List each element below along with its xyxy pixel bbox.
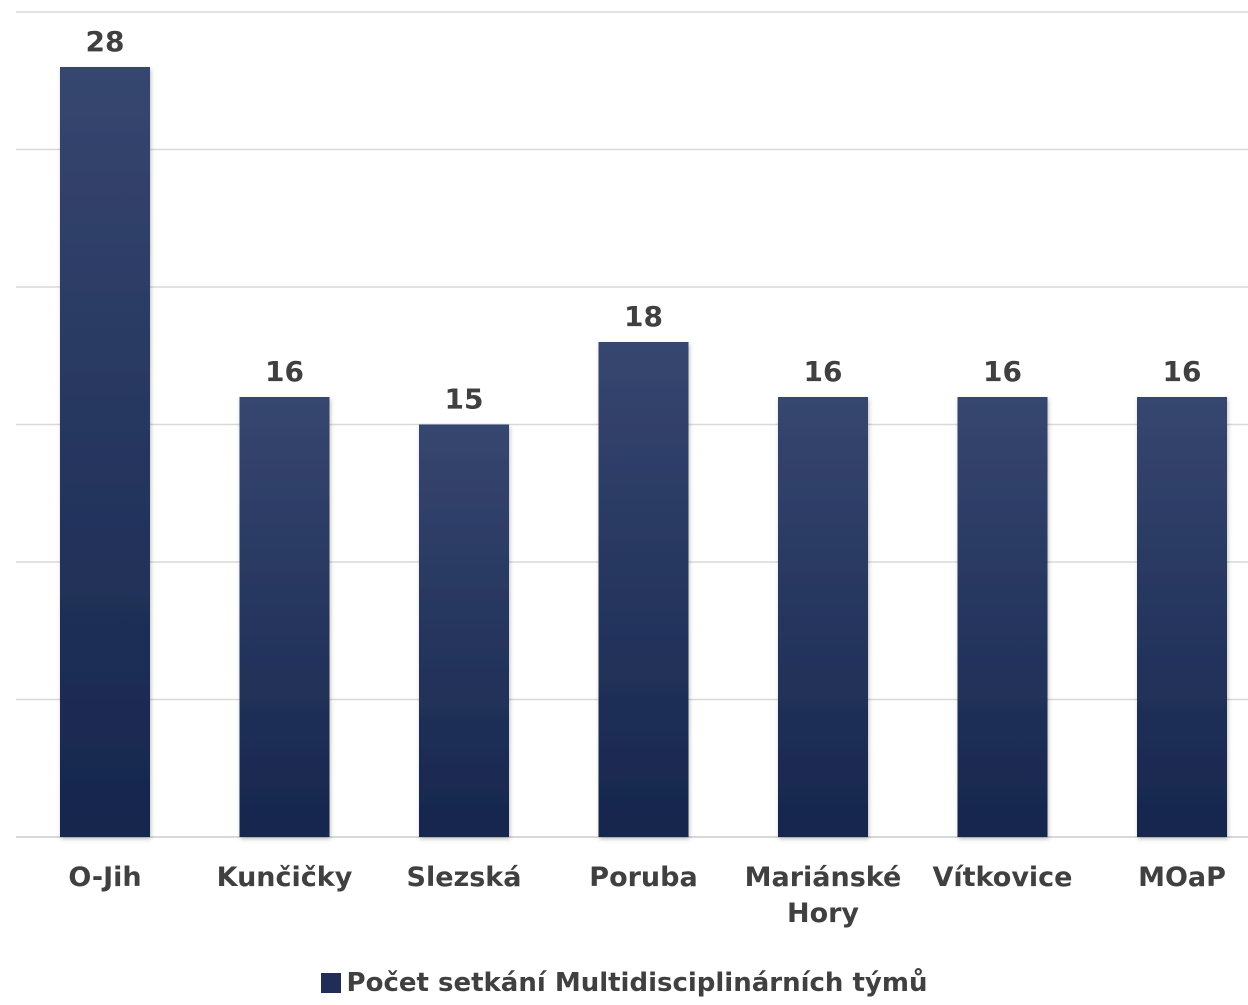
data-label: 28 [86, 25, 125, 58]
bar-chart: 28 16 15 18 16 16 16 O-Jih Kunčičky Slezská Porub… [16, 11, 1248, 929]
legend: Počet setkání Multidisciplinárních týmů [0, 968, 1248, 998]
legend-label: Počet setkání Multidisciplinárních týmů [346, 968, 928, 998]
legend-swatch [320, 973, 341, 993]
data-label: 16 [804, 355, 843, 388]
category-label: Mariánské Hory [745, 862, 902, 929]
bars [60, 67, 1227, 837]
bar [60, 67, 150, 837]
category-label: MOaP [1138, 862, 1226, 893]
data-labels: 28 16 15 18 16 16 16 [86, 25, 1202, 416]
data-label: 15 [445, 383, 484, 416]
bar [1137, 397, 1227, 837]
bar [778, 397, 868, 837]
bar [957, 397, 1048, 837]
bar [239, 397, 330, 837]
category-label: Poruba [589, 862, 697, 893]
category-label: Slezská [407, 862, 522, 893]
category-label: Kunčičky [217, 862, 353, 893]
category-labels: O-Jih Kunčičky Slezská Poruba Mariánské Hory V… [68, 862, 1226, 929]
data-label: 16 [265, 355, 304, 388]
bar [419, 424, 509, 837]
bar [598, 342, 689, 837]
category-label: Vítkovice [932, 862, 1072, 893]
data-label: 18 [624, 300, 663, 333]
data-label: 16 [1163, 355, 1202, 388]
data-label: 16 [983, 355, 1022, 388]
category-label: O-Jih [68, 862, 141, 893]
